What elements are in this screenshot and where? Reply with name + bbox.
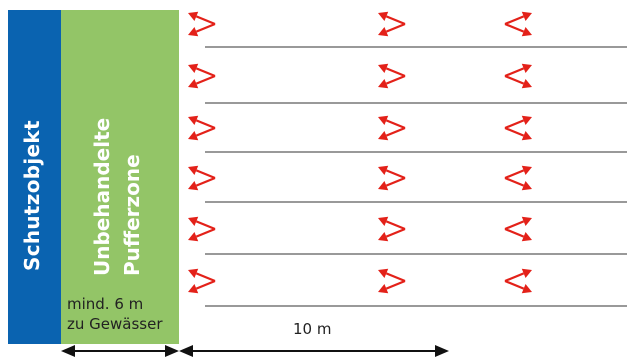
arrow-left-icon <box>188 227 216 242</box>
arrow-right-icon <box>504 279 532 294</box>
spray-arrows <box>188 11 532 294</box>
buffer-note-line1: mind. 6 m <box>67 295 144 313</box>
arrow-right-icon <box>504 115 532 130</box>
arrow-left-icon <box>378 176 406 191</box>
arrow-left-icon <box>188 216 216 231</box>
buffer-distance-note: mind. 6 m zu Gewässer <box>67 294 163 334</box>
arrow-right-icon <box>504 216 532 231</box>
arrow-right-icon <box>504 63 532 78</box>
arrow-left-icon <box>378 11 406 26</box>
arrow-left-icon <box>188 279 216 294</box>
arrow-left-icon <box>378 115 406 130</box>
arrow-left-icon <box>188 165 216 180</box>
arrow-left-icon <box>378 165 406 180</box>
arrow-left-icon <box>188 115 216 130</box>
schutzobjekt-zone <box>8 10 61 344</box>
arrow-right-icon <box>504 22 532 37</box>
arrow-left-icon <box>188 63 216 78</box>
arrow-right-icon <box>504 11 532 26</box>
arrow-left-icon <box>188 268 216 283</box>
arrow-left-icon <box>378 63 406 78</box>
arrow-left-icon <box>378 22 406 37</box>
buffer-note-line2: zu Gewässer <box>67 315 163 333</box>
arrow-left-icon <box>188 176 216 191</box>
spacing-label: 10 m <box>293 320 332 338</box>
arrow-left-icon <box>378 268 406 283</box>
arrow-right-icon <box>504 268 532 283</box>
arrow-left-icon <box>188 126 216 141</box>
arrow-right-icon <box>504 74 532 89</box>
double-arrow-icon <box>179 345 449 357</box>
arrow-left-icon <box>378 126 406 141</box>
arrow-left-icon <box>378 74 406 89</box>
arrow-left-icon <box>188 22 216 37</box>
arrow-right-icon <box>504 227 532 242</box>
arrow-left-icon <box>378 279 406 294</box>
arrow-right-icon <box>504 126 532 141</box>
dimension-arrows <box>61 345 449 357</box>
double-arrow-icon <box>61 345 179 357</box>
arrow-left-icon <box>378 227 406 242</box>
arrow-left-icon <box>188 74 216 89</box>
arrow-right-icon <box>504 165 532 180</box>
arrow-right-icon <box>504 176 532 191</box>
arrow-left-icon <box>188 11 216 26</box>
arrow-left-icon <box>378 216 406 231</box>
row-lines <box>205 46 627 307</box>
pufferzone-zone <box>61 10 179 344</box>
